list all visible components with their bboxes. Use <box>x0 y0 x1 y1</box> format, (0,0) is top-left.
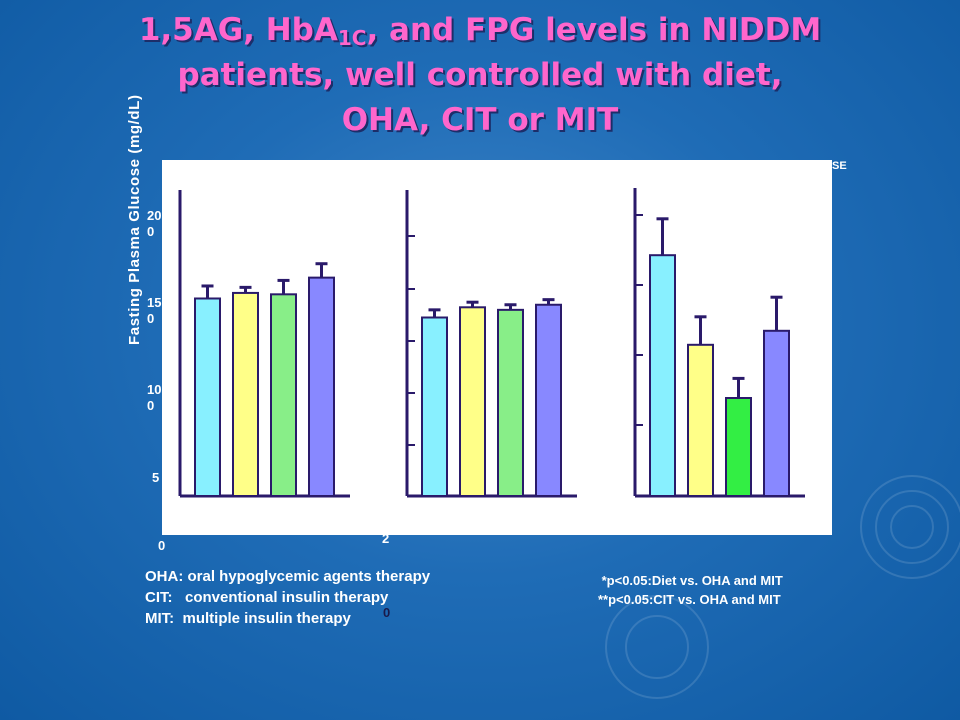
title-line-1-start: 1,5AG, HbA <box>138 12 338 48</box>
significance-marker: ** <box>752 396 760 406</box>
note-diet: *p<0.05:Diet vs. OHA and MIT <box>598 573 783 588</box>
significance-notes: *p<0.05:Diet vs. OHA and MIT **p<0.05:CIT… <box>598 571 783 609</box>
note-cit: **p<0.05:CIT vs. OHA and MIT <box>598 592 781 607</box>
title-line-1: 1,5AG, HbA1C, and FPG levels in NIDDM <box>60 8 900 53</box>
legend-line-cit: CIT: conventional insulin therapy <box>145 589 389 606</box>
bar-oha <box>232 291 259 497</box>
bar-mit <box>763 329 790 497</box>
bar-cit <box>725 397 752 497</box>
background-ripple <box>605 595 709 699</box>
bar-oha <box>459 306 486 497</box>
slide-title: 1,5AG, HbA1C, and FPG levels in NIDDM pa… <box>60 8 900 143</box>
bar-mit <box>535 303 562 497</box>
panel2-tick-label: 2 <box>382 531 390 546</box>
se-label: SE <box>832 160 847 172</box>
background-ripple <box>860 475 960 579</box>
y-tick-label: 15 0 <box>147 295 162 326</box>
legend-line-mit: MIT: multiple insulin therapy <box>145 610 351 627</box>
bar-oha <box>687 343 714 497</box>
bar-diet <box>194 297 221 497</box>
bar-cit <box>270 293 297 497</box>
chart-panel: ** <box>162 160 832 535</box>
title-subscript: 1C <box>337 26 367 50</box>
bar-chart-svg: ** <box>178 188 805 498</box>
y-tick-label: 0 <box>158 538 166 553</box>
bar-cit <box>497 308 524 497</box>
title-line-3: OHA, CIT or MIT <box>341 102 619 138</box>
title-line-1-end: , and FPG levels in NIDDM <box>366 12 822 48</box>
bar-diet <box>649 254 676 497</box>
therapy-legend: OHA: oral hypoglycemic agents therapy CIT… <box>145 566 430 629</box>
y-axis-label: Fasting Plasma Glucose (mg/dL) <box>126 94 143 345</box>
panel2-tick-label: 0 <box>383 605 391 620</box>
bar-diet <box>421 316 448 497</box>
y-tick-label: 20 0 <box>147 208 162 239</box>
legend-line-oha: OHA: oral hypoglycemic agents therapy <box>145 568 431 585</box>
title-line-2: patients, well controlled with diet, <box>177 57 783 93</box>
y-tick-label: 5 <box>152 470 160 485</box>
y-tick-label: 10 0 <box>147 382 162 413</box>
bar-mit <box>308 276 335 497</box>
